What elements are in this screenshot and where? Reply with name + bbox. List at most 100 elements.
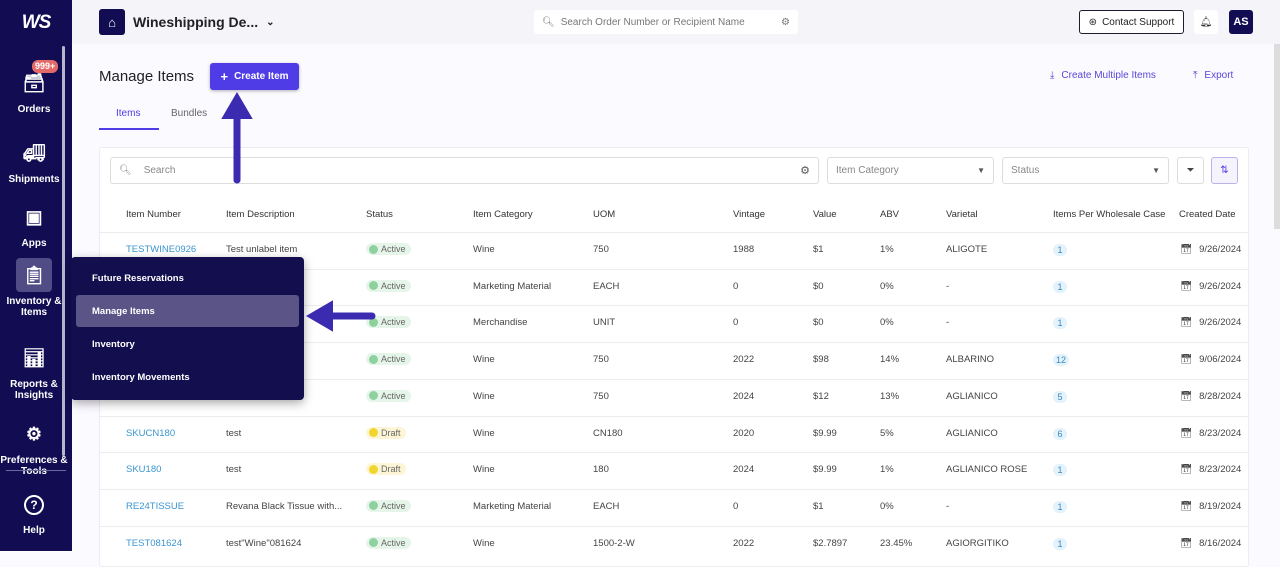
calendar-icon: 📅︎ — [1180, 244, 1193, 255]
table-cell: ALIGOTE — [946, 244, 988, 255]
create-multiple-items-link[interactable]: ⤓ Create Multiple Items — [1050, 70, 1156, 81]
sidebar-item-orders[interactable]: 🗃︎ 999+ Orders — [0, 60, 68, 115]
table-cell: Wine — [473, 427, 495, 439]
table-cell: Draft — [366, 426, 406, 441]
gear-icon[interactable]: ⚙ — [800, 165, 810, 177]
filter-button[interactable]: ⏷ — [1177, 157, 1204, 184]
sort-icon: ⇅ — [1220, 165, 1229, 176]
case-count-badge: 1 — [1053, 244, 1067, 256]
create-item-button[interactable]: + Create Item — [210, 63, 299, 90]
column-header[interactable]: Vintage — [733, 209, 766, 220]
table-cell: 0% — [880, 317, 894, 329]
table-cell: Wine — [473, 244, 495, 255]
sidebar-item-label: Orders — [17, 104, 51, 115]
column-header[interactable]: Status — [366, 209, 393, 220]
status-text: Draft — [381, 427, 401, 438]
table-cell: Marketing Material — [473, 280, 552, 292]
search-placeholder: Search — [143, 165, 176, 176]
column-header[interactable]: Items Per Wholesale Case — [1053, 209, 1166, 220]
tab-items[interactable]: Items — [116, 108, 141, 119]
sort-button[interactable]: ⇅ — [1211, 157, 1238, 184]
sidebar-item-label: Inventory & Items — [6, 296, 62, 318]
menu-item-manage-items[interactable]: Manage Items — [76, 295, 299, 327]
created-date: 8/16/2024 — [1199, 537, 1242, 549]
status-dot-icon — [369, 464, 378, 474]
item-category-select[interactable]: Item Category ▼ — [827, 157, 994, 184]
table-cell: 📅︎ 9/26/2024 — [1180, 317, 1241, 328]
table-cell: 0 — [733, 500, 739, 512]
sidebar-item-shipments[interactable]: 🚚︎ Shipments — [0, 136, 68, 186]
item-number-link[interactable]: TEST081624 — [126, 537, 182, 549]
top-bar: ⌂ Wineshipping De... ⌄ 🔍︎ Search Order Numb… — [72, 0, 1280, 44]
org-name: Wineshipping De... — [133, 14, 259, 30]
search-placeholder: Search Order Number or Recipient Name — [560, 16, 745, 28]
tab-bundles[interactable]: Bundles — [171, 108, 208, 119]
column-header[interactable]: ABV — [880, 209, 900, 220]
case-count-badge: 1 — [1053, 464, 1067, 477]
table-search-input[interactable]: 🔍︎ Search ⚙ — [110, 157, 819, 184]
table-cell: $2.7897 — [813, 537, 848, 549]
download-icon: ⤓ — [1050, 70, 1055, 81]
filter-icon: ⏷ — [1186, 165, 1195, 176]
column-header[interactable]: Varietal — [946, 209, 978, 220]
menu-item-future-reservations[interactable]: Future Reservations — [92, 272, 184, 284]
sidebar-item-apps[interactable]: ▣ Apps — [0, 200, 68, 250]
item-number-link[interactable]: SKUCN180 — [126, 427, 176, 439]
table-cell: AGLIANICO — [946, 390, 998, 402]
table-cell: 📅︎ 8/28/2024 — [1180, 391, 1241, 402]
table-cell: - — [946, 500, 950, 512]
table-cell: Draft — [366, 463, 406, 477]
sidebar-item-preferences-tools[interactable]: ⚙ Preferences & Tools — [0, 417, 68, 478]
contact-support-label: Contact Support — [1102, 16, 1175, 28]
logo: WS — [21, 12, 52, 33]
avatar[interactable]: AS — [1229, 10, 1253, 34]
case-count-badge: 1 — [1053, 280, 1067, 293]
column-header[interactable]: Value — [813, 209, 837, 220]
row-divider — [100, 452, 1248, 454]
table-cell: $12 — [813, 390, 829, 402]
item-number-link[interactable]: RE24TISSUE — [126, 500, 185, 512]
status-badge: Active — [366, 536, 411, 549]
item-number-link[interactable]: SKU180 — [126, 464, 162, 476]
table-cell: 0 — [733, 317, 739, 329]
contact-support-button[interactable]: ⊛ Contact Support — [1079, 10, 1184, 34]
status-select[interactable]: Status ▼ — [1002, 157, 1169, 184]
menu-item-inventory[interactable]: Inventory — [92, 338, 135, 350]
column-header[interactable]: Item Category — [473, 209, 533, 220]
status-badge: Active — [366, 389, 411, 402]
table-cell: 23.45% — [880, 537, 913, 549]
table-cell: 180 — [593, 464, 609, 476]
table-cell: $1 — [813, 244, 824, 255]
item-number-link[interactable]: TESTWINE0926 — [126, 244, 197, 255]
gear-icon[interactable]: ⚙ — [781, 16, 790, 28]
table-cell: Active — [366, 499, 411, 514]
export-link[interactable]: ⤒ Export — [1193, 70, 1233, 81]
chart-icon: 📊︎ — [22, 347, 46, 368]
column-header[interactable]: Item Description — [226, 209, 295, 220]
table-cell: 📅︎ 9/26/2024 — [1180, 244, 1241, 255]
sidebar-scrollbar[interactable] — [62, 46, 65, 456]
page-scrollbar[interactable] — [1274, 44, 1280, 229]
status-text: Active — [381, 354, 406, 365]
sidebar-item-help[interactable]: ? Help — [0, 495, 68, 536]
table-cell: UNIT — [593, 317, 616, 329]
table-cell: AGIORGITIKO — [946, 537, 1009, 549]
caret-down-icon: ▼ — [977, 166, 985, 175]
sidebar-item-label: Help — [23, 525, 45, 536]
menu-item-inventory-movements[interactable]: Inventory Movements — [92, 371, 190, 383]
column-header[interactable]: Created Date — [1179, 209, 1236, 220]
calendar-icon: 📅︎ — [1180, 500, 1193, 512]
org-switcher[interactable]: ⌂ Wineshipping De... ⌄ — [99, 9, 275, 35]
table-cell: Active — [366, 353, 411, 367]
column-header[interactable]: UOM — [593, 209, 616, 220]
table-cell: AGLIANICO ROSE — [946, 464, 1028, 476]
column-header[interactable]: Item Number — [126, 209, 181, 220]
global-search-input[interactable]: 🔍︎ Search Order Number or Recipient Name ⚙ — [534, 10, 798, 34]
bell-icon[interactable]: 🔔︎ — [1194, 10, 1218, 34]
sidebar-item-reports-insights[interactable]: 📊︎ Reports & Insights — [0, 341, 68, 402]
sidebar-item-inventory-items[interactable]: 📋︎ Inventory & Items — [0, 258, 68, 318]
table-cell: Revana Black Tissue with... — [226, 500, 343, 512]
table-cell: 1% — [880, 244, 894, 255]
calendar-icon: 📅︎ — [1180, 317, 1193, 329]
status-text: Draft — [381, 464, 401, 475]
